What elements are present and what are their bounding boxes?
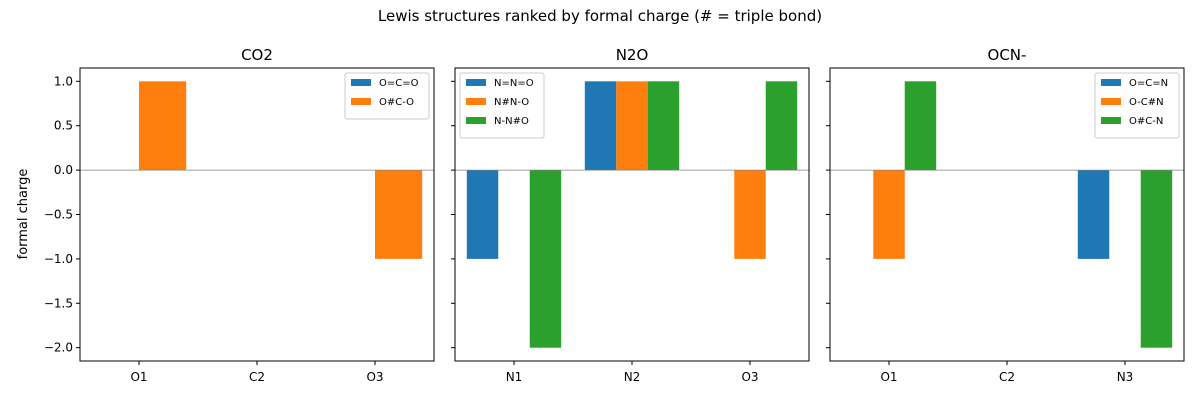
chart-panel-2: O1 C2 N3 OCN- O=C=N O-C#N O#C-N — [826, 46, 1185, 384]
x-tick-label: O1 — [880, 370, 897, 384]
x-tick-label: O3 — [741, 370, 758, 384]
legend-swatch — [351, 98, 371, 105]
legend-label: N-N#O — [494, 116, 529, 127]
bar-O#C-N-N3 — [1140, 170, 1173, 348]
y-tick-label: −1.5 — [44, 296, 73, 310]
chart-panel-0: 1.00.50.0−0.5−1.0−1.5−2.0O1 C2 O3CO2O=C=OO… — [44, 46, 435, 384]
chart-title: CO2 — [241, 46, 273, 64]
bar-O-C#N-O1 — [873, 170, 905, 259]
legend-swatch — [1101, 79, 1121, 86]
legend-swatch — [1101, 98, 1121, 105]
bar-N-N#O-N1 — [529, 170, 562, 348]
chart-title: OCN- — [988, 46, 1027, 64]
y-tick-label: −2.0 — [44, 341, 73, 355]
bar-N#N-O-N2 — [616, 81, 648, 171]
bar-N#N-O-O3 — [734, 170, 766, 259]
legend-label: O#C-N — [1129, 116, 1163, 127]
x-tick-label: N3 — [1117, 370, 1134, 384]
bar-O#C-O-O1 — [139, 81, 187, 171]
legend-swatch — [466, 117, 486, 124]
x-tick-label: O1 — [130, 370, 147, 384]
legend-label: O-C#N — [1129, 97, 1164, 108]
bar-N=N=O-N1 — [466, 170, 499, 259]
x-tick-label: C2 — [249, 370, 265, 384]
y-tick-label: 0.0 — [54, 163, 73, 177]
bar-N=N=O-N2 — [584, 81, 617, 171]
figure-suptitle: Lewis structures ranked by formal charge… — [378, 7, 822, 25]
chart-title: N2O — [616, 46, 649, 64]
legend-swatch — [1101, 117, 1121, 124]
bar-O#C-O-O3 — [375, 170, 423, 259]
y-tick-label: 1.0 — [54, 74, 73, 88]
chart-panel-1: N1 N2 O3 N2O N=N=O N#N-O N-N#O — [451, 46, 810, 384]
y-tick-label: −0.5 — [44, 208, 73, 222]
x-tick-label: N1 — [506, 370, 523, 384]
legend-swatch — [466, 79, 486, 86]
legend-label: O=C=O — [379, 78, 419, 89]
legend-label: O=C=N — [1129, 78, 1168, 89]
bar-O=C=N-N3 — [1077, 170, 1110, 259]
legend-swatch — [351, 79, 371, 86]
y-axis-label: formal charge — [16, 169, 31, 260]
legend-label: O#C-O — [379, 97, 414, 108]
bar-N-N#O-N2 — [647, 81, 680, 171]
x-tick-label: C2 — [999, 370, 1015, 384]
x-tick-label: N2 — [624, 370, 641, 384]
y-tick-label: −1.0 — [44, 252, 73, 266]
legend: O=C=O O#C-O — [344, 72, 430, 120]
x-tick-label: O3 — [366, 370, 383, 384]
bar-N-N#O-O3 — [765, 81, 798, 171]
legend: O=C=N O-C#N O#C-N — [1094, 72, 1180, 139]
y-tick-label: 0.5 — [54, 119, 73, 133]
legend-label: N=N=O — [494, 78, 534, 89]
bar-O#C-N-O1 — [904, 81, 937, 171]
legend-label: N#N-O — [494, 97, 529, 108]
legend: N=N=O N#N-O N-N#O — [459, 72, 545, 139]
legend-swatch — [466, 98, 486, 105]
